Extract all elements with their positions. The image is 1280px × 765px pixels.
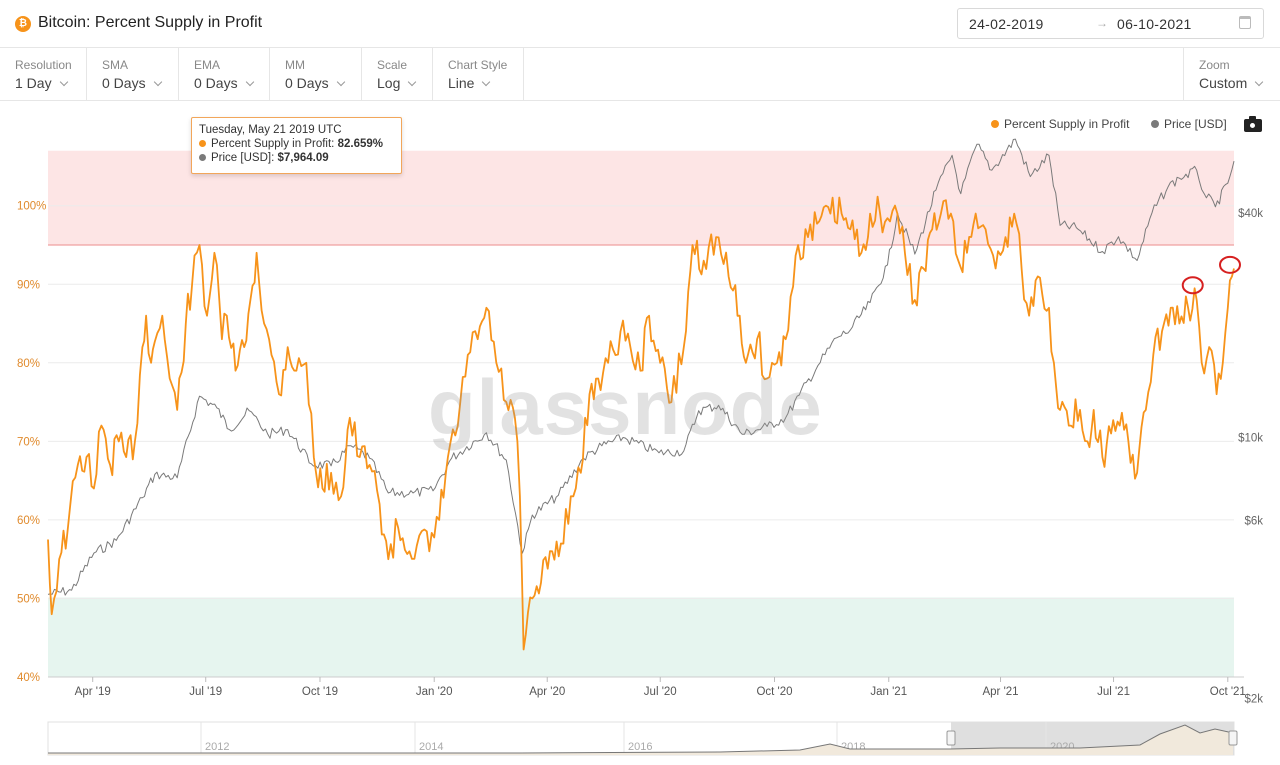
ema-value: 0 Days [194,75,238,91]
navigator-year-label: 2014 [419,741,443,753]
mm-label: MM [285,58,305,72]
x-axis-tick-label: Jan '20 [416,686,453,698]
x-axis-tick-label: Oct '21 [1210,686,1246,698]
chart-tooltip: Tuesday, May 21 2019 UTC Percent Supply … [191,117,402,174]
chevron-down-icon [59,77,68,87]
resolution-select[interactable]: Resolution 1 Day [0,48,87,100]
resolution-label: Resolution [15,58,72,72]
zoom-value: Custom [1199,75,1248,91]
x-axis-tick-label: Apr '19 [75,686,111,698]
annotation-circle [1181,276,1204,295]
left-axis-tick-label: 50% [17,593,40,605]
x-axis-tick-label: Jul '19 [189,686,222,698]
left-axis-tick-label: 70% [17,436,40,448]
title-bar: ₿ Bitcoin: Percent Supply in Profit 24-0… [0,0,1280,48]
mm-value: 0 Days [285,75,329,91]
right-axis-tick-label: $6k [1244,515,1263,527]
scale-label: Scale [377,58,408,72]
chevron-down-icon [482,77,491,87]
navigator-handle[interactable] [946,730,956,746]
date-end-input[interactable]: 06-10-2021 [1117,16,1192,32]
sma-select[interactable]: SMA 0 Days [87,48,179,100]
arrow-right-icon: → [1096,16,1108,30]
chart-style-label: Chart Style [448,58,508,72]
chevron-down-icon [245,77,254,87]
x-axis-tick-label: Apr '20 [529,686,565,698]
bitcoin-icon: ₿ [15,16,31,32]
tooltip-price-value: $7,964.09 [277,152,329,164]
legend-item-supply[interactable]: Percent Supply in Profit [991,117,1129,131]
chevron-down-icon [336,77,345,87]
right-axis-tick-label: $40k [1238,208,1263,220]
legend-dot-supply [991,120,999,128]
x-axis-tick-label: Jul '21 [1097,686,1130,698]
tooltip-dot-supply [199,140,206,147]
left-axis-tick-label: 40% [17,672,40,684]
annotation-circle [1219,255,1241,274]
date-range-picker[interactable]: 24-02-2019 → 06-10-2021 [957,8,1264,39]
tooltip-supply-value: 82.659% [337,138,383,150]
left-axis-tick-label: 60% [17,515,40,527]
sma-value: 0 Days [102,75,146,91]
navigator-year-label: 2012 [205,741,229,753]
page-title: Bitcoin: Percent Supply in Profit [38,14,263,31]
right-axis-tick-label: $10k [1238,433,1263,445]
x-axis-tick-label: Jul '20 [644,686,677,698]
tooltip-date: Tuesday, May 21 2019 UTC [199,124,342,136]
resolution-value: 1 Day [15,75,52,91]
tooltip-supply-label: Percent Supply in Profit: [211,138,335,150]
left-axis-tick-label: 90% [17,279,40,291]
x-axis-tick-label: Oct '20 [756,686,792,698]
zoom-label: Zoom [1199,58,1230,72]
chart-canvas[interactable]: 40% 50% 60% 70% 80% 90% 100% $2k $6k $10k $40k Ap… [0,101,1280,765]
legend-dot-price [1151,120,1159,128]
navigator-year-label: 2016 [628,741,652,753]
scale-select[interactable]: Scale Log [362,48,433,100]
x-axis-tick-label: Oct '19 [302,686,338,698]
left-axis-tick-label: 100% [17,201,46,213]
right-axis-tick-label: $2k [1244,693,1263,705]
chevron-down-icon [408,77,417,87]
legend-item-price[interactable]: Price [USD] [1151,117,1227,131]
camera-icon[interactable] [1244,116,1262,132]
zoom-select[interactable]: Zoom Custom [1183,48,1280,100]
legend-label-supply: Percent Supply in Profit [1004,117,1130,131]
tooltip-price-label: Price [USD]: [211,152,275,164]
x-axis-tick-label: Jan '21 [870,686,907,698]
navigator-line [48,724,1234,754]
date-start-input[interactable]: 24-02-2019 [969,16,1044,32]
ema-select[interactable]: EMA 0 Days [179,48,270,100]
chart-toolbar: Resolution 1 Day SMA 0 Days EMA 0 Days M… [0,48,1280,101]
tooltip-dot-price [199,154,206,161]
chevron-down-icon [1254,77,1264,87]
x-axis-tick-label: Apr '21 [982,686,1018,698]
ema-label: EMA [194,58,221,72]
chart-style-value: Line [448,75,475,91]
scale-value: Log [377,75,401,91]
sma-label: SMA [102,58,129,72]
legend-label-price: Price [USD] [1164,117,1227,131]
price-series-line [47,138,1235,596]
navigator-area [48,725,1233,755]
left-axis-tick-label: 80% [17,358,40,370]
oversold-band [48,598,1234,677]
calendar-icon[interactable] [1239,16,1251,29]
chart-style-select[interactable]: Chart Style Line [433,48,524,100]
supply-series-line [47,195,1235,651]
mm-select[interactable]: MM 0 Days [270,48,362,100]
chevron-down-icon [153,77,162,87]
navigator-handle[interactable] [1228,730,1238,746]
